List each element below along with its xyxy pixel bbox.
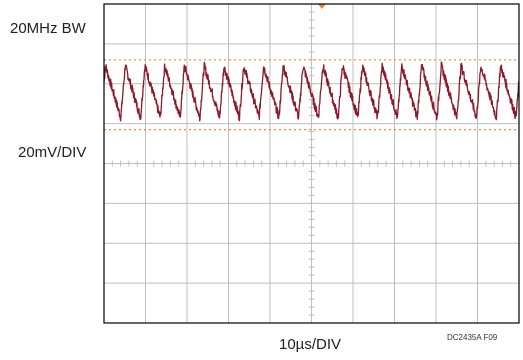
graticule [104, 4, 519, 323]
plot-frame [103, 3, 520, 324]
horizontal-scale-label: 10µs/DIV [279, 336, 341, 353]
bandwidth-label: 20MHz BW [10, 20, 86, 37]
plot-border [103, 3, 520, 324]
ripple-waveform [103, 61, 520, 122]
trigger-marker [317, 4, 326, 9]
vertical-scale-label: 20mV/DIV [18, 144, 87, 161]
figure-id-label: DC2435A F09 [447, 333, 498, 342]
cursor-lines [104, 4, 519, 131]
waveform-trace [103, 61, 520, 122]
